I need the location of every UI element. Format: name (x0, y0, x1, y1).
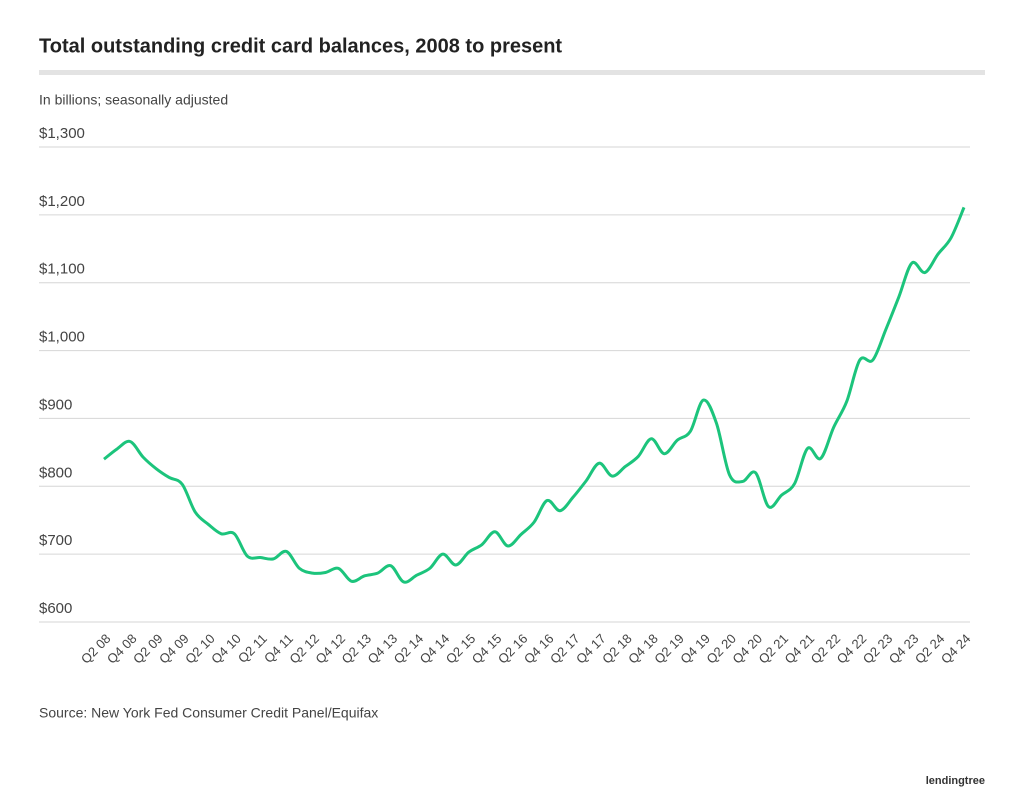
source: Source: New York Fed Consumer Credit Pan… (39, 705, 378, 721)
y-tick-label: $700 (39, 532, 72, 549)
y-tick-label: $1,300 (39, 125, 85, 142)
line (103, 206, 966, 584)
y-tick-label: $1,000 (39, 329, 85, 346)
chart-title: Total outstanding credit card balances, … (39, 35, 562, 57)
x-tick-label: Q2 11 (235, 631, 270, 666)
x-tick-label: Q4 10 (208, 631, 244, 667)
logo: lendingtree (926, 775, 985, 787)
y-tick-label: $1,200 (39, 193, 85, 210)
y-tick-label: $800 (39, 464, 72, 481)
x-tick-label: Q4 24 (938, 631, 974, 667)
subtitle: In billions; seasonally adjusted (39, 92, 228, 108)
y-tick-label: $1,100 (39, 261, 85, 278)
y-tick-label: $600 (39, 600, 72, 617)
title-rule (39, 70, 985, 75)
y-tick-label: $900 (39, 396, 72, 413)
